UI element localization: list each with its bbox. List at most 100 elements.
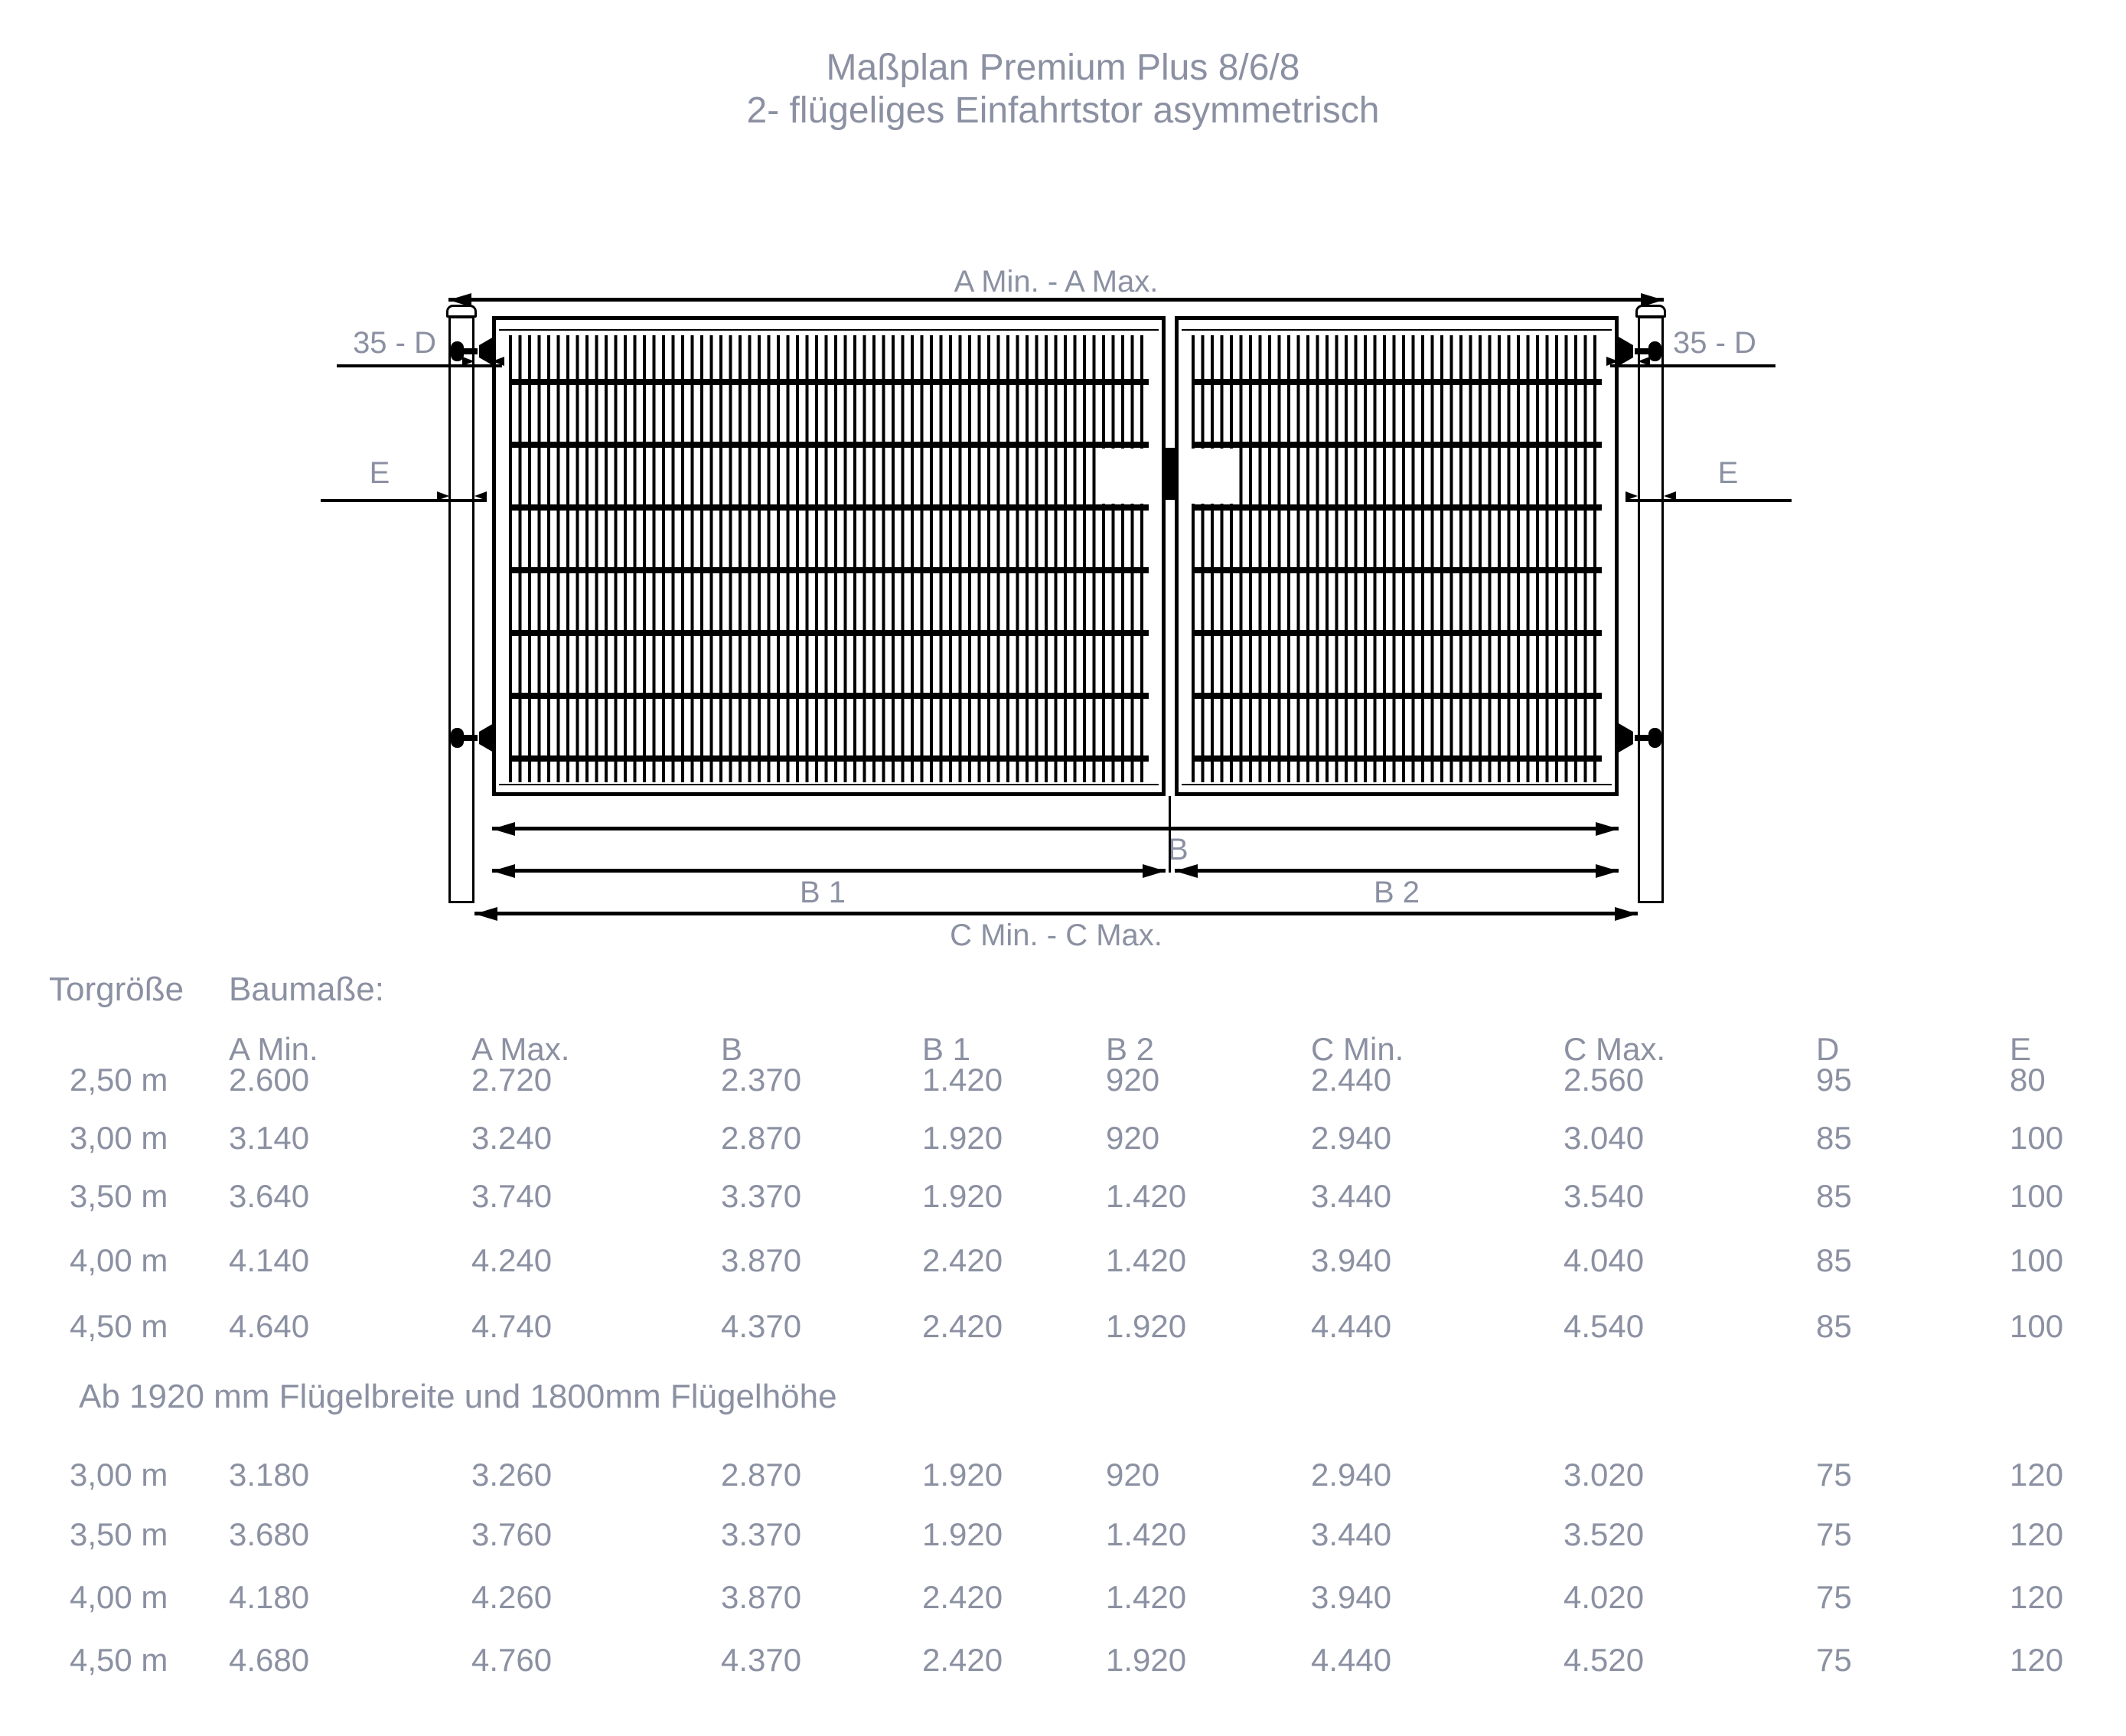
table-cell: 4.540 [1564, 1308, 1645, 1344]
dim-line-d-right [1610, 364, 1775, 367]
table-col-header: B [721, 1031, 743, 1067]
table-cell: 4.370 [721, 1308, 802, 1344]
table-cell: 4.760 [471, 1642, 553, 1678]
dim-label-a: A Min. - A Max. [954, 265, 1159, 299]
table-cell: 920 [1106, 1062, 1160, 1098]
table-cell: 120 [2010, 1642, 2064, 1678]
dim-line-b [492, 827, 1619, 830]
hinge-top-left [451, 337, 494, 366]
table-row: 3,50 m 3.680 3.760 3.370 1.920 1.420 3.4… [0, 1516, 2126, 1554]
table-col-header: A Min. [229, 1031, 318, 1067]
table-cell: 3.870 [721, 1579, 802, 1615]
table-col-header: C Max. [1564, 1031, 1666, 1067]
table-col-header: B 1 [922, 1031, 971, 1067]
table-cell: 4.140 [229, 1242, 310, 1278]
table-cell: 1.920 [1106, 1642, 1187, 1678]
table-cell: 2.420 [922, 1579, 1003, 1615]
table-cell: 4.040 [1564, 1242, 1645, 1278]
dim-line-b2 [1175, 869, 1619, 873]
arrowhead-b2-right [1596, 864, 1619, 878]
table-cell: 3.370 [721, 1178, 802, 1214]
table-row: 3,00 m 3.180 3.260 2.870 1.920 920 2.940… [0, 1456, 2126, 1494]
table-cell: 2.420 [922, 1242, 1003, 1278]
table-cell: 3.740 [471, 1178, 553, 1214]
table-cell: 85 [1816, 1242, 1852, 1278]
table-cell: 2.940 [1311, 1120, 1392, 1156]
dim-label-d-right: 35 - D [1673, 326, 1756, 360]
table-cell: 3.020 [1564, 1457, 1645, 1493]
table-cell: 4.440 [1311, 1308, 1392, 1344]
table-cell: 4.520 [1564, 1642, 1645, 1678]
table-cell: 2.560 [1564, 1062, 1645, 1098]
arrowhead-d-left-in [462, 357, 474, 366]
table-cell: 85 [1816, 1178, 1852, 1214]
table-row: 4,00 m 4.180 4.260 3.870 2.420 1.420 3.9… [0, 1578, 2126, 1617]
wing-inner-line [499, 784, 1159, 785]
table-cell: 2.600 [229, 1062, 310, 1098]
table-col-header: D [1816, 1031, 1840, 1067]
table-cell: 920 [1106, 1457, 1160, 1493]
hinge-bottom-right [1619, 723, 1661, 752]
dim-line-e-left [321, 499, 487, 502]
table-cell: 2.420 [922, 1642, 1003, 1678]
table-col-header: A Max. [471, 1031, 570, 1067]
table-cell: 1.920 [922, 1516, 1003, 1552]
table-row: 4,50 m 4.680 4.760 4.370 2.420 1.920 4.4… [0, 1641, 2126, 1679]
table-cell: 3.440 [1311, 1516, 1392, 1552]
table-cell: 2.870 [721, 1120, 802, 1156]
center-latch [1165, 448, 1175, 500]
table-cell: 120 [2010, 1516, 2064, 1552]
table-cell: 3.180 [229, 1457, 310, 1493]
dim-label-d-left: 35 - D [353, 326, 436, 360]
dim-line-a [448, 298, 1664, 302]
table-cell: 85 [1816, 1120, 1852, 1156]
table-cell: 1.420 [1106, 1579, 1187, 1615]
table-cell: 2.420 [922, 1308, 1003, 1344]
table-cell: 4.240 [471, 1242, 553, 1278]
dim-label-e-left: E [369, 456, 390, 490]
table-cell: 3.540 [1564, 1178, 1645, 1214]
gate-post-right [1638, 316, 1664, 903]
table-cell: 120 [2010, 1579, 2064, 1615]
lock-box-left [1100, 449, 1153, 504]
table-cell: 2.440 [1311, 1062, 1392, 1098]
table-row: 3,00 m 3.140 3.240 2.870 1.920 920 2.940… [0, 1119, 2126, 1157]
arrowhead-b-right [1596, 822, 1619, 836]
table-cell: 3.260 [471, 1457, 553, 1493]
table-cell: 3.940 [1311, 1579, 1392, 1615]
table-cell: 4.680 [229, 1642, 310, 1678]
table-cell: 2.940 [1311, 1457, 1392, 1493]
table-cell: 100 [2010, 1120, 2064, 1156]
table-col-header: C Min. [1311, 1031, 1404, 1067]
page-title-line1: Maßplan Premium Plus 8/6/8 [826, 47, 1300, 88]
table-cell: 3.370 [721, 1516, 802, 1552]
table-col-header: E [2010, 1031, 2032, 1067]
arrowhead-e-left-out [474, 491, 487, 501]
table-cell: 1.920 [922, 1457, 1003, 1493]
table-row: 2,50 m 2.600 2.720 2.370 1.420 920 2.440… [0, 1061, 2126, 1099]
table-cell-size: 4,50 m [70, 1642, 168, 1678]
wing-inner-line [1182, 784, 1612, 785]
table-cell: 3.520 [1564, 1516, 1645, 1552]
table-cell: 3.870 [721, 1242, 802, 1278]
table-cell: 3.040 [1564, 1120, 1645, 1156]
hinge-bottom-left [451, 723, 494, 752]
arrowhead-d-left-out [492, 357, 504, 366]
table-cell-size: 4,00 m [70, 1579, 168, 1615]
table-row: 4,00 m 4.140 4.240 3.870 2.420 1.420 3.9… [0, 1242, 2126, 1280]
table-cell: 75 [1816, 1457, 1852, 1493]
table-cell: 3.440 [1311, 1178, 1392, 1214]
wing-inner-line [1182, 329, 1612, 331]
table-row: 4,50 m 4.640 4.740 4.370 2.420 1.920 4.4… [0, 1307, 2126, 1346]
table-cell: 2.870 [721, 1457, 802, 1493]
table-cell-size: 3,00 m [70, 1120, 168, 1156]
table-cell: 1.420 [1106, 1516, 1187, 1552]
dim-line-d-left [337, 364, 502, 367]
table-cell: 95 [1816, 1062, 1852, 1098]
arrowhead-e-right-out [1625, 491, 1638, 501]
lock-box-right [1182, 449, 1235, 504]
table-cell: 1.420 [1106, 1178, 1187, 1214]
table-cell-size: 3,50 m [70, 1516, 168, 1552]
gate-mesh-left [509, 335, 1149, 782]
